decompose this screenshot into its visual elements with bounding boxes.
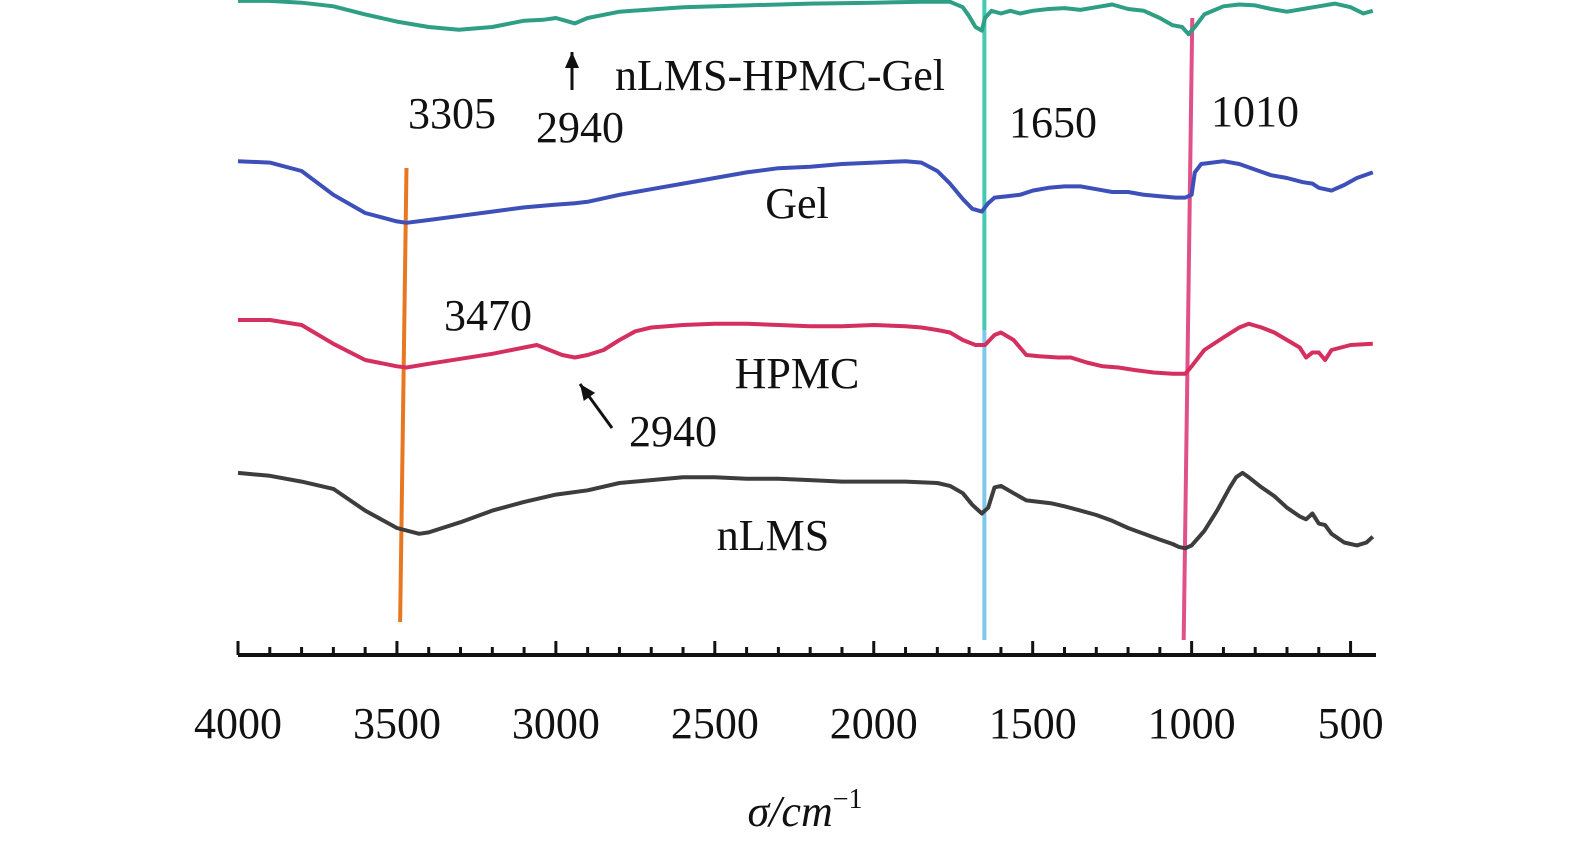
x-tick-label-3500: 3500 bbox=[353, 699, 441, 748]
x-tick-label-2500: 2500 bbox=[671, 699, 759, 748]
series-line-nlms-hpmc-gel bbox=[238, 0, 1374, 37]
peak-label-3470-gel: 3470 bbox=[444, 291, 532, 340]
x-axis-ticks bbox=[236, 641, 1353, 655]
peak-arrowhead-2940-nlms-hpmc-gel bbox=[565, 52, 579, 68]
series-line-gel bbox=[237, 159, 1374, 225]
x-axis: 4000 3500 3000 2500 2000 1500 1000 500 σ/cm−1 bbox=[194, 641, 1384, 836]
series-labels: nLMS-HPMC-Gel Gel HPMC nLMS bbox=[615, 51, 945, 560]
peak-arrowhead-2940-hpmc bbox=[580, 384, 596, 402]
peak-label-2940-nlms-hpmc-gel: 2940 bbox=[536, 103, 624, 152]
x-axis-title-sup: −1 bbox=[833, 784, 863, 815]
x-tick-label-500: 500 bbox=[1318, 699, 1384, 748]
series-label-nlms: nLMS bbox=[717, 511, 829, 560]
reference-line-3470 bbox=[398, 167, 409, 623]
peak-annotations: 3305 2940 1650 1010 3470 2940 bbox=[408, 52, 1299, 456]
x-axis-tick-labels: 4000 3500 3000 2500 2000 1500 1000 500 bbox=[194, 699, 1384, 748]
series-label-gel: Gel bbox=[765, 179, 829, 228]
x-tick-label-1500: 1500 bbox=[989, 699, 1077, 748]
reference-line-1010 bbox=[1181, 17, 1195, 641]
series-label-nlms-hpmc-gel: nLMS-HPMC-Gel bbox=[615, 51, 945, 100]
x-axis-title-symbol: σ/cm bbox=[747, 787, 832, 836]
x-axis-title: σ/cm−1 bbox=[747, 784, 862, 836]
x-tick-label-3000: 3000 bbox=[512, 699, 600, 748]
x-tick-label-1000: 1000 bbox=[1148, 699, 1236, 748]
peak-label-2940-hpmc: 2940 bbox=[629, 407, 717, 456]
x-tick-label-4000: 4000 bbox=[194, 699, 282, 748]
series-label-hpmc: HPMC bbox=[735, 349, 860, 398]
peak-label-1650-nlms-hpmc-gel: 1650 bbox=[1009, 98, 1097, 147]
peak-label-3305-nlms-hpmc-gel: 3305 bbox=[408, 89, 496, 138]
series-line-nlms bbox=[237, 470, 1375, 551]
series-line-hpmc bbox=[238, 318, 1373, 376]
peak-label-1010-nlms-hpmc-gel: 1010 bbox=[1211, 87, 1299, 136]
x-tick-label-2000: 2000 bbox=[830, 699, 918, 748]
spectra-lines bbox=[237, 0, 1375, 551]
reference-lines bbox=[398, 0, 1195, 641]
